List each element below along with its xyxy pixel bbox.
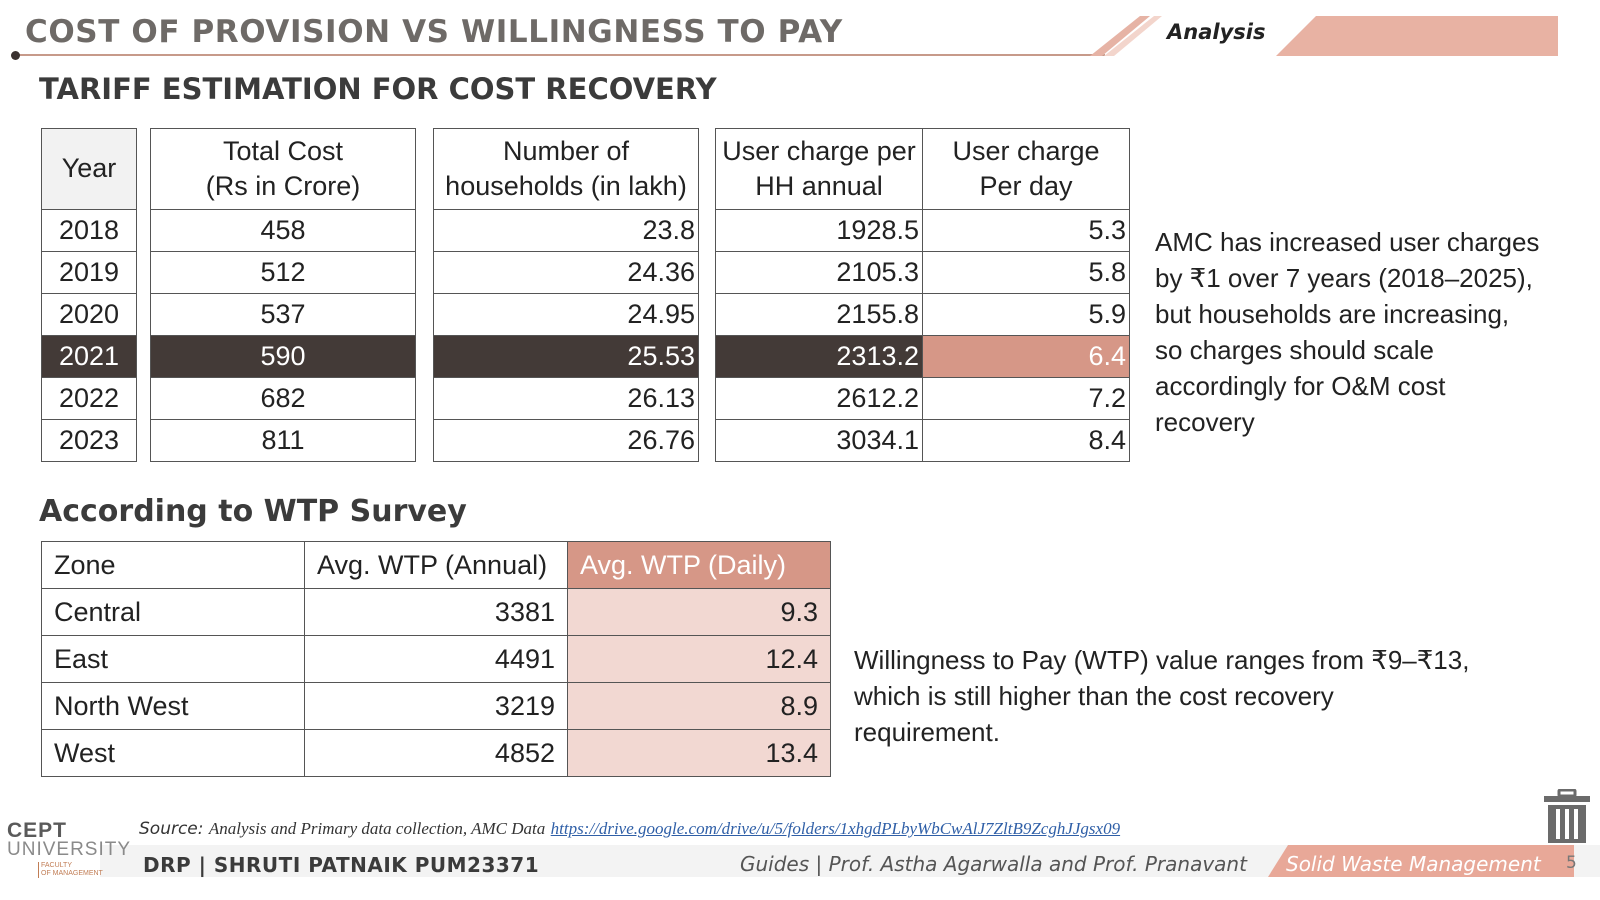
cell-total-cost-highlight: 590 [150,335,416,378]
source-link[interactable]: https://drive.google.com/drive/u/5/folde… [550,819,1121,838]
cell-zone: West [41,729,305,777]
header-rule-dot [11,51,20,60]
cell-year: 2019 [41,251,137,294]
cell-charge-annual: 1928.5 [715,209,923,252]
cell-charge-daily: 8.4 [922,419,1130,462]
footer-topic: Solid Waste Management [1286,852,1541,876]
tariff-table-cost: Total Cost (Rs in Crore) 458 512 537 590… [150,128,416,462]
cell-households-highlight: 25.53 [433,335,699,378]
cell-charge-annual: 3034.1 [715,419,923,462]
tariff-table-year: Year 2018 2019 2020 2021 2022 2023 [41,128,137,462]
source-text: Analysis and Primary data collection, AM… [208,819,546,838]
logo-subtitle: FACULTY OF MANAGEMENT [38,862,103,878]
cell-charge-annual-highlight: 2313.2 [715,335,923,378]
cell-households: 26.76 [433,419,699,462]
col-header-charge-daily-l2: Per day [979,171,1073,201]
cell-charge-daily: 5.3 [922,209,1130,252]
cell-wtp-daily: 8.9 [567,682,831,730]
tariff-note-line: by ₹1 over 7 years (2018–2025), [1155,263,1533,293]
cell-charge-annual: 2105.3 [715,251,923,294]
trash-icon[interactable] [1542,789,1592,845]
cell-total-cost: 458 [150,209,416,252]
cell-total-cost: 512 [150,251,416,294]
logo-line2: UNIVERSITY [7,839,132,860]
wtp-table: Zone Avg. WTP (Annual) Avg. WTP (Daily) … [41,541,831,777]
cell-households: 26.13 [433,377,699,420]
section-tag: Analysis [1167,20,1266,44]
tariff-note-line: but households are increasing, [1155,299,1510,329]
cell-total-cost: 682 [150,377,416,420]
cell-year: 2023 [41,419,137,462]
col-header-charge-annual-l1: User charge per [722,135,916,166]
wtp-note-line: requirement. [854,717,1000,747]
tariff-note-line: AMC has increased user charges [1155,227,1540,257]
cell-wtp-annual: 3381 [304,588,568,636]
header-rule [17,54,1105,56]
col-header-charge-daily: User charge Per day [922,128,1130,210]
source-label: Source: [139,819,204,839]
page-title: COST OF PROVISION VS WILLINGNESS TO PAY [25,14,843,50]
cell-households: 24.95 [433,293,699,336]
cell-wtp-daily: 9.3 [567,588,831,636]
tariff-note-line: recovery [1155,407,1255,437]
cell-total-cost: 537 [150,293,416,336]
col-header-total-cost: Total Cost (Rs in Crore) [150,128,416,210]
cell-charge-daily: 7.2 [922,377,1130,420]
cell-zone: Central [41,588,305,636]
col-header-wtp-daily: Avg. WTP (Daily) [567,541,831,589]
cell-wtp-daily: 12.4 [567,635,831,683]
col-header-charge-annual-l2: HH annual [755,171,883,201]
wtp-note-line: which is still higher than the cost reco… [854,681,1334,711]
wtp-section-title: According to WTP Survey [39,494,467,529]
col-header-total-cost-l1: Total Cost [222,135,344,166]
tariff-section-title: TARIFF ESTIMATION FOR COST RECOVERY [39,72,717,106]
cell-year: 2022 [41,377,137,420]
logo-sub1: FACULTY [41,862,72,869]
cell-wtp-annual: 4491 [304,635,568,683]
wtp-note-line: Willingness to Pay (WTP) value ranges fr… [854,645,1470,675]
col-header-charge-daily-l1: User charge [952,135,1100,166]
cell-charge-annual: 2612.2 [715,377,923,420]
cell-wtp-annual: 3219 [304,682,568,730]
tariff-note-line: accordingly for O&M cost [1155,371,1446,401]
col-header-households: Number of households (in lakh) [433,128,699,210]
cell-charge-daily: 5.9 [922,293,1130,336]
tariff-note: AMC has increased user charges by ₹1 ove… [1155,224,1595,440]
cell-households: 23.8 [433,209,699,252]
col-header-households-l2: households (in lakh) [445,171,687,201]
cell-year: 2020 [41,293,137,336]
header-decoration [1090,16,1558,56]
tariff-table-households: Number of households (in lakh) 23.8 24.3… [433,128,699,462]
cell-households: 24.36 [433,251,699,294]
col-header-charge-annual: User charge per HH annual [715,128,923,210]
cell-charge-daily: 5.8 [922,251,1130,294]
col-header-households-l1: Number of [502,135,630,166]
cell-charge-daily-highlight: 6.4 [922,335,1130,378]
cell-total-cost: 811 [150,419,416,462]
cell-wtp-daily: 13.4 [567,729,831,777]
cell-charge-annual: 2155.8 [715,293,923,336]
cell-year-highlight: 2021 [41,335,137,378]
cell-year: 2018 [41,209,137,252]
footer-guides: Guides | Prof. Astha Agarwalla and Prof.… [740,852,1247,876]
cell-zone: East [41,635,305,683]
footer-band [100,845,1600,877]
logo-sub2: OF MANAGEMENT [41,870,103,877]
source-line: Source: Analysis and Primary data collec… [139,819,1120,839]
logo-line1: CEPT [7,819,68,842]
tariff-table-charges: User charge per HH annual User charge Pe… [715,128,1130,462]
cell-wtp-annual: 4852 [304,729,568,777]
wtp-note: Willingness to Pay (WTP) value ranges fr… [854,642,1574,750]
col-header-year: Year [41,128,137,210]
footer-author: DRP | SHRUTI PATNAIK PUM23371 [143,853,540,877]
col-header-zone: Zone [41,541,305,589]
cell-zone: North West [41,682,305,730]
col-header-wtp-annual: Avg. WTP (Annual) [304,541,568,589]
tariff-note-line: so charges should scale [1155,335,1434,365]
col-header-total-cost-l2: (Rs in Crore) [205,171,361,201]
page-number: 5 [1566,853,1577,873]
